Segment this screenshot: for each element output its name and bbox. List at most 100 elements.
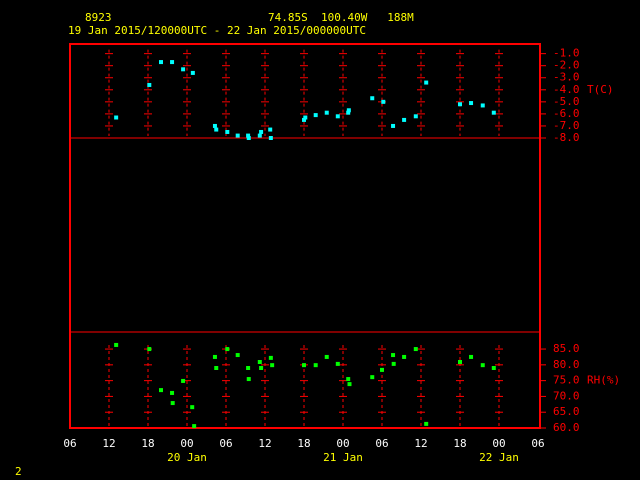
- date-label: 20 Jan: [167, 451, 207, 464]
- x-tick-label: 12: [414, 437, 427, 450]
- x-tick-label: 06: [375, 437, 388, 450]
- data-point: [370, 96, 375, 101]
- data-point: [335, 361, 340, 366]
- data-point: [147, 82, 152, 87]
- data-point: [114, 342, 119, 347]
- data-point: [313, 113, 318, 118]
- period: 19 Jan 2015/120000UTC - 22 Jan 2015/0000…: [68, 24, 366, 37]
- data-point: [346, 110, 351, 115]
- date-label: 21 Jan: [323, 451, 363, 464]
- x-tick-label: 18: [453, 437, 466, 450]
- y-tick-label: 60.0: [553, 421, 580, 434]
- page-label: 2: [15, 465, 22, 478]
- data-point: [268, 127, 273, 132]
- data-point: [313, 363, 318, 368]
- x-tick-label: 18: [297, 437, 310, 450]
- x-tick-label: 12: [102, 437, 115, 450]
- data-point: [257, 360, 262, 364]
- x-tick-label: 06: [63, 437, 76, 450]
- data-point: [391, 123, 396, 128]
- data-point: [268, 136, 273, 140]
- data-point: [391, 353, 396, 358]
- data-point: [413, 114, 418, 119]
- data-point: [303, 115, 308, 120]
- data-point: [302, 363, 306, 368]
- data-point: [114, 115, 119, 120]
- data-point: [347, 382, 352, 387]
- y-axis-label: T(C): [587, 83, 614, 96]
- data-point: [402, 117, 407, 122]
- data-point: [259, 129, 264, 134]
- data-point: [270, 363, 275, 368]
- data-point: [469, 101, 474, 106]
- data-point: [235, 133, 240, 138]
- data-point: [170, 60, 175, 65]
- y-tick-label: 70.0: [553, 389, 580, 402]
- x-tick-label: 00: [180, 437, 193, 450]
- data-point: [424, 80, 429, 85]
- data-point: [324, 354, 329, 359]
- data-point: [170, 390, 175, 395]
- data-point: [235, 353, 240, 358]
- data-point: [246, 366, 251, 370]
- data-point: [391, 361, 396, 366]
- x-tick-label: 06: [531, 437, 544, 450]
- data-point: [212, 354, 217, 359]
- x-tick-label: 18: [141, 437, 154, 450]
- data-point: [259, 366, 264, 370]
- data-point: [159, 388, 163, 393]
- data-point: [424, 421, 429, 426]
- data-point: [491, 110, 496, 115]
- data-point: [380, 367, 384, 372]
- data-point: [159, 60, 163, 65]
- data-point: [181, 67, 186, 72]
- y-tick-label: -6.0: [553, 107, 580, 120]
- y-tick-label: 85.0: [553, 342, 580, 355]
- data-point: [458, 360, 462, 364]
- x-tick-label: 00: [336, 437, 349, 450]
- data-point: [402, 354, 407, 359]
- data-point: [491, 366, 496, 370]
- data-point: [469, 354, 474, 359]
- y-tick-label: -8.0: [553, 131, 580, 144]
- data-point: [346, 108, 351, 113]
- data-point: [480, 363, 485, 368]
- data-point: [147, 347, 152, 352]
- data-point: [346, 377, 351, 382]
- data-point: [324, 110, 329, 115]
- y-tick-label: -5.0: [553, 95, 580, 108]
- y-tick-label: 80.0: [553, 358, 580, 371]
- data-point: [480, 103, 485, 108]
- y-tick-label: -2.0: [553, 59, 580, 72]
- data-point: [257, 133, 262, 138]
- data-point: [170, 401, 175, 406]
- data-point: [302, 117, 306, 122]
- y-tick-label: -4.0: [553, 83, 580, 96]
- data-point: [413, 347, 418, 352]
- data-point: [381, 99, 386, 104]
- data-point: [192, 424, 197, 429]
- data-point: [190, 70, 195, 75]
- date-label: 22 Jan: [479, 451, 519, 464]
- data-point: [268, 355, 273, 360]
- data-point: [335, 114, 340, 119]
- x-tick-label: 00: [492, 437, 505, 450]
- x-tick-label: 06: [219, 437, 232, 450]
- y-tick-label: 75.0: [553, 374, 580, 387]
- data-point: [246, 377, 251, 382]
- y-tick-label: -1.0: [553, 47, 580, 60]
- x-tick-label: 12: [258, 437, 271, 450]
- data-point: [225, 347, 230, 352]
- data-point: [370, 375, 375, 380]
- data-point: [214, 127, 219, 132]
- data-point: [212, 123, 217, 128]
- data-point: [246, 133, 251, 138]
- location: 74.85S 100.40W 188M: [268, 11, 414, 24]
- y-tick-label: 65.0: [553, 405, 580, 418]
- data-point: [246, 136, 251, 140]
- y-tick-label: -3.0: [553, 71, 580, 84]
- data-point: [225, 129, 230, 134]
- data-point: [458, 102, 462, 107]
- data-point: [181, 378, 186, 383]
